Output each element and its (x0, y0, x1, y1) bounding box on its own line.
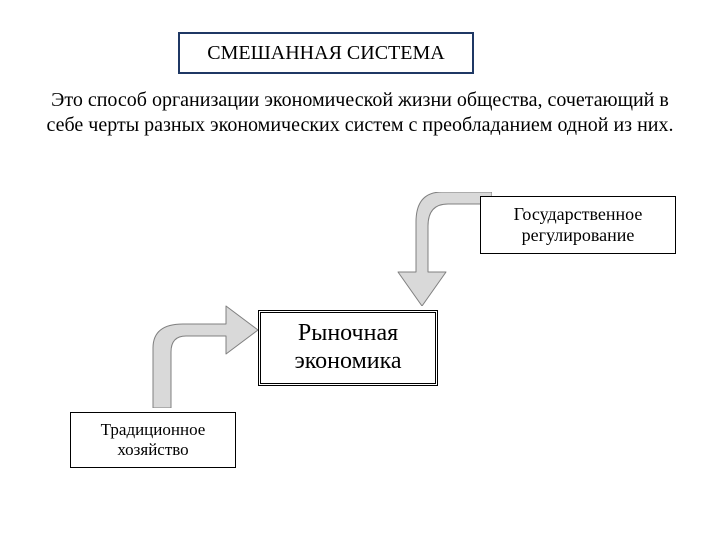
arrow-top (392, 192, 492, 306)
title-text: СМЕШАННАЯ СИСТЕМА (207, 42, 444, 64)
node-market-label: Рыночная экономика (261, 320, 435, 375)
node-market: Рыночная экономика (258, 310, 438, 386)
node-trad-label: Традиционное хозяйство (71, 420, 235, 459)
title-box: СМЕШАННАЯ СИСТЕМА (178, 32, 474, 74)
node-trad: Традиционное хозяйство (70, 412, 236, 468)
description-text: Это способ организации экономической жиз… (42, 88, 678, 138)
arrow-left (138, 300, 258, 408)
node-gov: Государственное регулирование (480, 196, 676, 254)
node-gov-label: Государственное регулирование (481, 204, 675, 245)
